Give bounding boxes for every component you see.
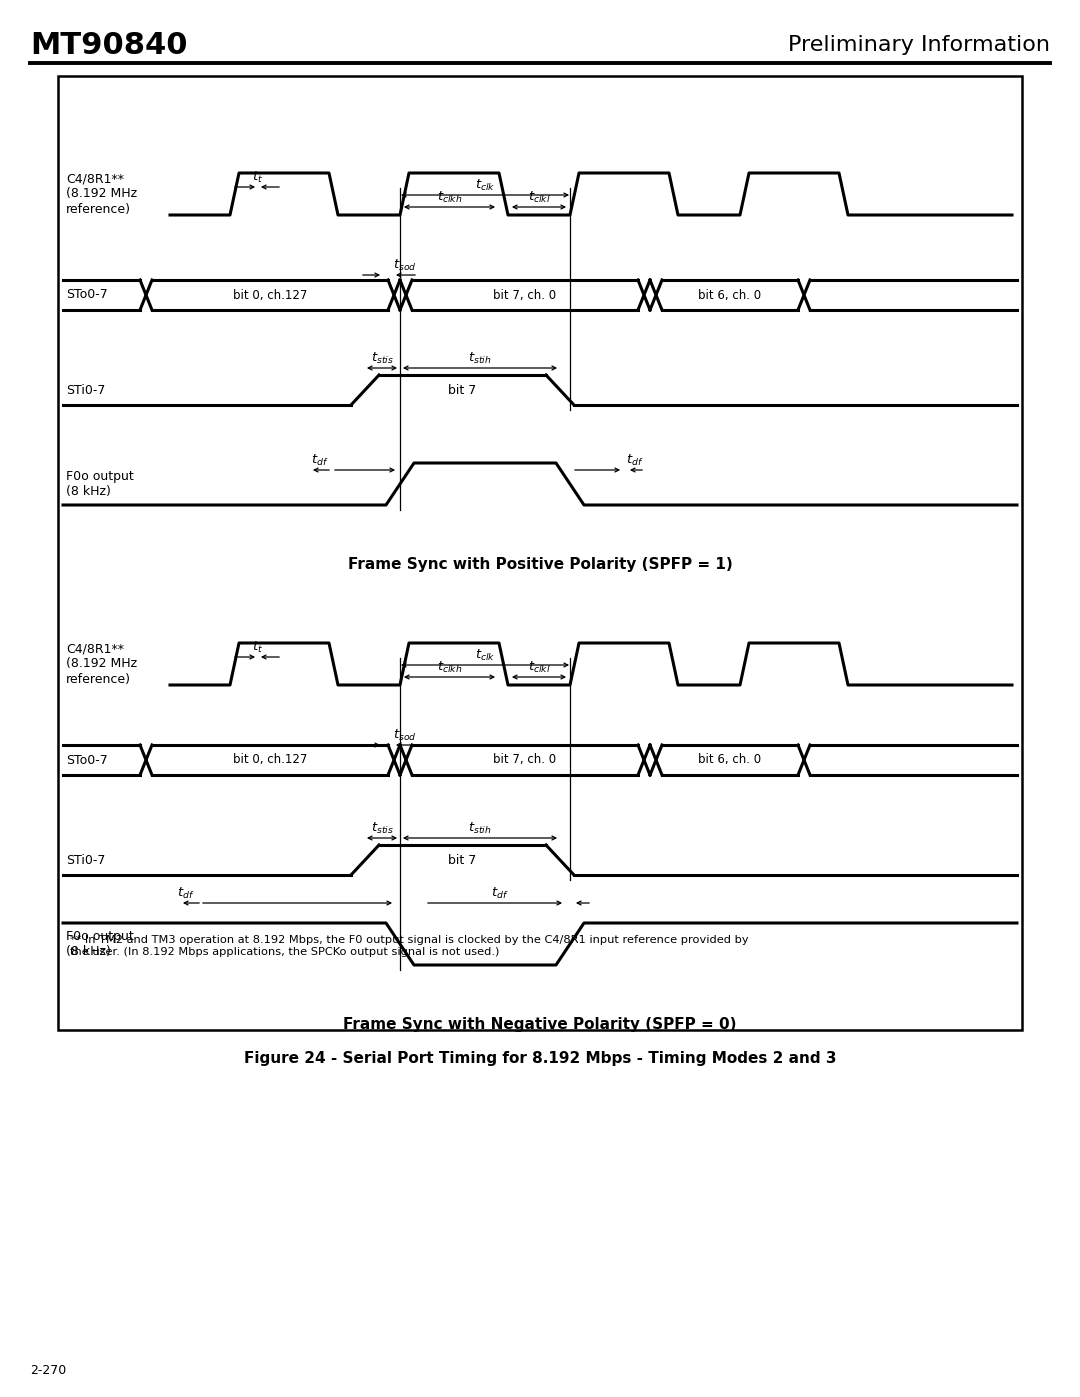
Text: STo0-7: STo0-7 bbox=[66, 289, 108, 302]
Text: C4/8R1**
(8.192 MHz
reference): C4/8R1** (8.192 MHz reference) bbox=[66, 172, 137, 215]
Text: bit 7: bit 7 bbox=[448, 384, 476, 397]
Text: bit 0, ch.127: bit 0, ch.127 bbox=[233, 289, 307, 302]
Text: F0o output
(8 kHz): F0o output (8 kHz) bbox=[66, 930, 134, 958]
Text: STi0-7: STi0-7 bbox=[66, 854, 106, 866]
Text: Frame Sync with Negative Polarity (SPFP = 0): Frame Sync with Negative Polarity (SPFP … bbox=[343, 1017, 737, 1032]
Text: C4/8R1**
(8.192 MHz
reference): C4/8R1** (8.192 MHz reference) bbox=[66, 643, 137, 686]
Text: bit 7: bit 7 bbox=[448, 854, 476, 866]
Text: $t_{clkh}$: $t_{clkh}$ bbox=[436, 190, 462, 205]
Text: 2-270: 2-270 bbox=[30, 1363, 66, 1376]
Text: $t_{stis}$: $t_{stis}$ bbox=[370, 351, 393, 366]
Text: $t_{clkl}$: $t_{clkl}$ bbox=[528, 190, 551, 205]
Text: $t_t$: $t_t$ bbox=[253, 170, 264, 184]
Text: $t_{clkl}$: $t_{clkl}$ bbox=[528, 659, 551, 675]
Bar bbox=[58, 75, 1022, 1030]
Text: bit 7, ch. 0: bit 7, ch. 0 bbox=[494, 753, 556, 767]
Text: $t_{sod}$: $t_{sod}$ bbox=[393, 728, 417, 743]
Text: $t_t$: $t_t$ bbox=[253, 640, 264, 655]
Text: STo0-7: STo0-7 bbox=[66, 753, 108, 767]
Text: Preliminary Information: Preliminary Information bbox=[788, 35, 1050, 54]
Text: F0o output
(8 kHz): F0o output (8 kHz) bbox=[66, 469, 134, 497]
Text: Frame Sync with Positive Polarity (SPFP = 1): Frame Sync with Positive Polarity (SPFP … bbox=[348, 557, 732, 573]
Text: $t_{stih}$: $t_{stih}$ bbox=[469, 351, 491, 366]
Text: $t_{clk}$: $t_{clk}$ bbox=[475, 648, 496, 664]
Text: Figure 24 - Serial Port Timing for 8.192 Mbps - Timing Modes 2 and 3: Figure 24 - Serial Port Timing for 8.192… bbox=[244, 1051, 836, 1066]
Text: $t_{sod}$: $t_{sod}$ bbox=[393, 258, 417, 272]
Text: bit 0, ch.127: bit 0, ch.127 bbox=[233, 753, 307, 767]
Text: $t_{clk}$: $t_{clk}$ bbox=[475, 177, 496, 193]
Text: MT90840: MT90840 bbox=[30, 31, 188, 60]
Text: $t_{df}$: $t_{df}$ bbox=[311, 453, 328, 468]
Text: STi0-7: STi0-7 bbox=[66, 384, 106, 397]
Text: $t_{df}$: $t_{df}$ bbox=[491, 886, 509, 901]
Text: $t_{stis}$: $t_{stis}$ bbox=[370, 821, 393, 835]
Text: bit 6, ch. 0: bit 6, ch. 0 bbox=[699, 289, 761, 302]
Text: $t_{clkh}$: $t_{clkh}$ bbox=[436, 659, 462, 675]
Text: bit 7, ch. 0: bit 7, ch. 0 bbox=[494, 289, 556, 302]
Text: $t_{df}$: $t_{df}$ bbox=[626, 453, 644, 468]
Text: $t_{stih}$: $t_{stih}$ bbox=[469, 821, 491, 835]
Text: bit 6, ch. 0: bit 6, ch. 0 bbox=[699, 753, 761, 767]
Text: ** In TM2 and TM3 operation at 8.192 Mbps, the F0 output signal is clocked by th: ** In TM2 and TM3 operation at 8.192 Mbp… bbox=[70, 935, 748, 957]
Text: $t_{df}$: $t_{df}$ bbox=[177, 886, 195, 901]
